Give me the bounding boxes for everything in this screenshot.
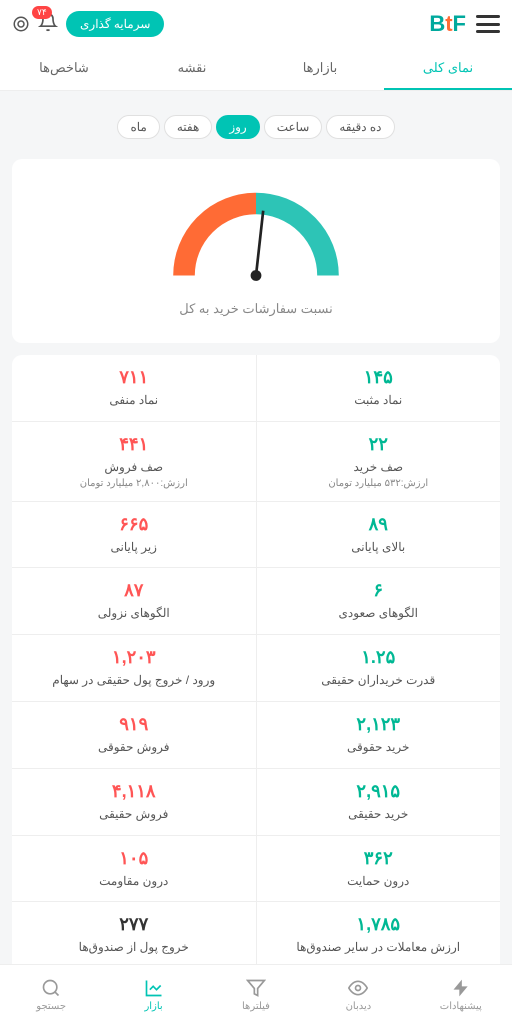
stat-value: ۹۱۹: [20, 714, 248, 735]
nav-label: فیلترها: [242, 1001, 270, 1012]
stat-row: ۶ الگوهای صعودی ۸۷ الگوهای نزولی: [12, 568, 500, 635]
stat-label: خروج پول از صندوق‌ها: [20, 939, 248, 956]
tab-0[interactable]: نمای کلی: [384, 48, 512, 90]
stat-value: ۲۲: [265, 434, 493, 455]
nav-label: پیشنهادات: [440, 1001, 482, 1012]
stat-label: صف فروش: [20, 459, 248, 476]
notification-badge: ۷۴: [32, 6, 52, 19]
stat-cell[interactable]: ۸۹ بالای پایانی: [256, 502, 501, 568]
stat-cell[interactable]: ۶ الگوهای صعودی: [256, 568, 501, 634]
stat-row: ۳۶۲ درون حمایت ۱۰۵ درون مقاومت: [12, 836, 500, 903]
stat-label: نماد مثبت: [265, 392, 493, 409]
notifications-button[interactable]: ۷۴: [38, 12, 58, 37]
stat-cell[interactable]: ۲۷۷ خروج پول از صندوق‌ها: [12, 902, 256, 965]
stat-label: الگوهای نزولی: [20, 605, 248, 622]
stat-value: ۷۱۱: [20, 367, 248, 388]
stat-label: خرید حقیقی: [265, 806, 493, 823]
time-pill-4[interactable]: ماه: [117, 115, 159, 139]
time-pill-1[interactable]: ساعت: [264, 115, 323, 139]
stat-row: ۱۴۵ نماد مثبت ۷۱۱ نماد منفی: [12, 355, 500, 422]
stats-grid: ۱۴۵ نماد مثبت ۷۱۱ نماد منفی ۲۲ صف خرید ارزش:۵۳…: [12, 355, 500, 965]
invest-button[interactable]: سرمایه گذاری: [66, 11, 164, 37]
stat-label: الگوهای صعودی: [265, 605, 493, 622]
stat-value: ۴۴۱: [20, 434, 248, 455]
stat-label: خرید حقوقی: [265, 739, 493, 756]
main-tabs: نمای کلیبازارهانقشهشاخص‌ها: [0, 48, 512, 91]
stat-value: ۲,۹۱۵: [265, 781, 493, 802]
nav-chart[interactable]: بازار: [102, 965, 204, 1024]
stat-cell[interactable]: ۱۰۵ درون مقاومت: [12, 836, 256, 902]
stat-label: درون حمایت: [265, 873, 493, 890]
nav-label: بازار: [144, 1001, 162, 1012]
stat-value: ۲,۱۲۳: [265, 714, 493, 735]
stat-value: ۱.۲۵: [265, 647, 493, 668]
time-range-pills: ده دقیقهساعتروزهفتهماه: [12, 115, 500, 139]
nav-label: جستجو: [36, 1001, 66, 1012]
stat-cell[interactable]: ۱,۲۰۳ ورود / خروج پول حقیقی در سهام: [12, 635, 256, 701]
stat-value: ۸۹: [265, 514, 493, 535]
stat-row: ۸۹ بالای پایانی ۶۶۵ زیر پایانی: [12, 502, 500, 569]
menu-icon[interactable]: [476, 15, 500, 33]
nav-bolt[interactable]: پیشنهادات: [410, 965, 512, 1024]
stat-cell[interactable]: ۹۱۹ فروش حقوقی: [12, 702, 256, 768]
stat-cell[interactable]: ۸۷ الگوهای نزولی: [12, 568, 256, 634]
stat-value: ۳۶۲: [265, 848, 493, 869]
stat-cell[interactable]: ۶۶۵ زیر پایانی: [12, 502, 256, 568]
stat-value: ۲۷۷: [20, 914, 248, 935]
time-pill-3[interactable]: هفته: [164, 115, 212, 139]
target-icon[interactable]: [12, 15, 30, 33]
nav-eye[interactable]: دیدبان: [307, 965, 409, 1024]
stat-value: ۶: [265, 580, 493, 601]
content-area: ده دقیقهساعتروزهفتهماه نسبت سفارشات خرید…: [0, 91, 512, 965]
stat-label: زیر پایانی: [20, 539, 248, 556]
stat-value: ۱۰۵: [20, 848, 248, 869]
stat-label: قدرت خریداران حقیقی: [265, 672, 493, 689]
bottom-nav: پیشنهادات دیدبان فیلترها بازار جستجو: [0, 964, 512, 1024]
stat-row: ۲,۹۱۵ خرید حقیقی ۴,۱۱۸ فروش حقیقی: [12, 769, 500, 836]
stat-row: ۱,۷۸۵ ارزش معاملات در سایر صندوق‌ها ۲۷۷ خرو…: [12, 902, 500, 965]
stat-cell[interactable]: ۱.۲۵ قدرت خریداران حقیقی: [256, 635, 501, 701]
stat-row: ۲۲ صف خرید ارزش:۵۳۲ میلیارد تومان ۴۴۱ صف فرو…: [12, 422, 500, 502]
stat-row: ۲,۱۲۳ خرید حقوقی ۹۱۹ فروش حقوقی: [12, 702, 500, 769]
stat-cell[interactable]: ۱,۷۸۵ ارزش معاملات در سایر صندوق‌ها: [256, 902, 501, 965]
tab-2[interactable]: نقشه: [128, 48, 256, 90]
time-pill-0[interactable]: ده دقیقه: [326, 115, 394, 139]
stat-cell[interactable]: ۴۴۱ صف فروش ارزش:۲,۸۰۰ میلیارد تومان: [12, 422, 256, 501]
gauge-card: نسبت سفارشات خرید به کل: [12, 159, 500, 343]
stat-value: ۱,۲۰۳: [20, 647, 248, 668]
tab-1[interactable]: بازارها: [256, 48, 384, 90]
stat-cell[interactable]: ۳۶۲ درون حمایت: [256, 836, 501, 902]
time-pill-2[interactable]: روز: [216, 115, 259, 139]
stat-row: ۱.۲۵ قدرت خریداران حقیقی ۱,۲۰۳ ورود / خروج …: [12, 635, 500, 702]
stat-label: بالای پایانی: [265, 539, 493, 556]
nav-label: دیدبان: [346, 1001, 372, 1012]
stat-label: فروش حقیقی: [20, 806, 248, 823]
stat-label: درون مقاومت: [20, 873, 248, 890]
nav-filter[interactable]: فیلترها: [205, 965, 307, 1024]
stat-label: فروش حقوقی: [20, 739, 248, 756]
stat-cell[interactable]: ۲۲ صف خرید ارزش:۵۳۲ میلیارد تومان: [256, 422, 501, 501]
stat-value: ۴,۱۱۸: [20, 781, 248, 802]
tab-3[interactable]: شاخص‌ها: [0, 48, 128, 90]
stat-value: ۱۴۵: [265, 367, 493, 388]
stat-sublabel: ارزش:۲,۸۰۰ میلیارد تومان: [20, 478, 248, 489]
stat-value: ۸۷: [20, 580, 248, 601]
stat-label: ارزش معاملات در سایر صندوق‌ها: [265, 939, 493, 956]
stat-cell[interactable]: ۲,۹۱۵ خرید حقیقی: [256, 769, 501, 835]
stat-cell[interactable]: ۲,۱۲۳ خرید حقوقی: [256, 702, 501, 768]
stat-cell[interactable]: ۷۱۱ نماد منفی: [12, 355, 256, 421]
stat-cell[interactable]: ۱۴۵ نماد مثبت: [256, 355, 501, 421]
stat-label: نماد منفی: [20, 392, 248, 409]
stat-cell[interactable]: ۴,۱۱۸ فروش حقیقی: [12, 769, 256, 835]
stat-label: صف خرید: [265, 459, 493, 476]
nav-search[interactable]: جستجو: [0, 965, 102, 1024]
stat-sublabel: ارزش:۵۳۲ میلیارد تومان: [265, 478, 493, 489]
stat-value: ۶۶۵: [20, 514, 248, 535]
stat-value: ۱,۷۸۵: [265, 914, 493, 935]
gauge-chart: [166, 185, 346, 285]
app-header: BtF سرمایه گذاری ۷۴: [0, 0, 512, 48]
logo[interactable]: BtF: [429, 11, 466, 37]
stat-label: ورود / خروج پول حقیقی در سهام: [20, 672, 248, 689]
gauge-label: نسبت سفارشات خرید به کل: [28, 301, 484, 317]
